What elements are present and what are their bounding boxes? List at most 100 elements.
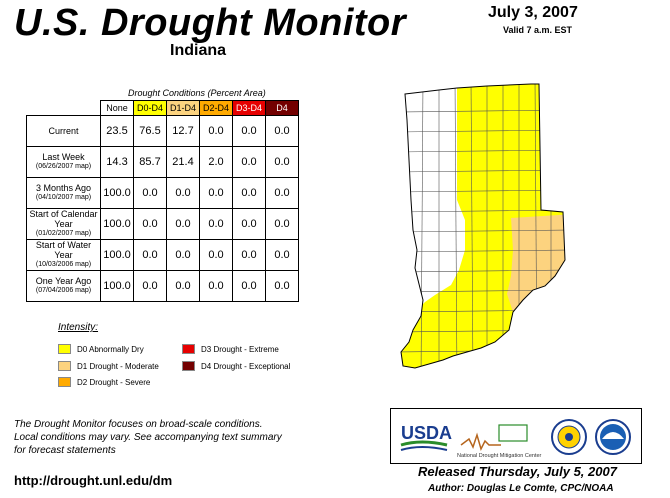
table-cell: 0.0: [265, 177, 299, 209]
table-row: Current 23.5 76.5 12.7 0.0 0.0 0.0: [26, 115, 299, 147]
table-cell: 0.0: [265, 115, 299, 147]
table-cell: 0.0: [166, 208, 200, 240]
note-line: Local conditions may vary. See accompany…: [14, 432, 282, 443]
table-cell: 85.7: [133, 146, 167, 178]
table-cell: 0.0: [166, 239, 200, 271]
table-cell: 0.0: [199, 177, 233, 209]
row-label-text: Start of Water Year: [35, 240, 92, 260]
col-header-d0-d4: D0-D4: [133, 100, 167, 116]
table-cell: 100.0: [100, 239, 134, 271]
table-row: Last Week (06/26/2007 map) 14.3 85.7 21.4…: [26, 146, 299, 178]
table-cell: 0.0: [232, 270, 266, 302]
author-credit: Author: Douglas Le Comte, CPC/NOAA: [428, 483, 614, 494]
drought-url-link[interactable]: http://drought.unl.edu/dm: [14, 473, 173, 488]
valid-time: Valid 7 a.m. EST: [503, 25, 573, 35]
table-cell: 100.0: [100, 177, 134, 209]
row-label: Last Week (06/26/2007 map): [26, 146, 101, 178]
table-cell: 12.7: [166, 115, 200, 147]
legend-item-d2: D2 Drought - Severe: [58, 377, 150, 387]
legend-item-d0: D0 Abnormally Dry: [58, 344, 144, 354]
indiana-drought-map: [400, 83, 566, 369]
row-label: Current: [26, 115, 101, 147]
table-cell: 0.0: [133, 177, 167, 209]
legend-swatch: [58, 361, 71, 371]
table-cell: 100.0: [100, 208, 134, 240]
legend-item-d3: D3 Drought - Extreme: [182, 344, 279, 354]
table-row: One Year Ago (07/04/2006 map) 100.0 0.0 0…: [26, 270, 299, 302]
row-label-text: Current: [48, 126, 79, 136]
table-cell: 0.0: [199, 239, 233, 271]
row-label-sub: (10/03/2006 map): [35, 261, 92, 268]
table-cell: 0.0: [265, 270, 299, 302]
table-caption: Drought Conditions (Percent Area): [128, 88, 266, 98]
table-cell: 0.0: [166, 270, 200, 302]
row-label: Start of Calendar Year (01/02/2007 map): [26, 208, 101, 240]
table-cell: 0.0: [133, 270, 167, 302]
table-cell: 2.0: [199, 146, 233, 178]
col-header-d2-d4: D2-D4: [199, 100, 233, 116]
table-cell: 0.0: [232, 208, 266, 240]
table-header-row: None D0-D4 D1-D4 D2-D4 D3-D4 D4: [27, 100, 299, 116]
disclaimer-note: The Drought Monitor focuses on broad-sca…: [14, 418, 334, 457]
table-cell: 0.0: [199, 115, 233, 147]
main-title: U.S. Drought Monitor: [14, 2, 407, 44]
col-header-d4: D4: [265, 100, 299, 116]
table-corner: [27, 101, 101, 116]
legend-heading: Intensity:: [58, 322, 99, 333]
row-label: Start of Water Year (10/03/2006 map): [26, 239, 101, 271]
col-header-none: None: [100, 100, 134, 116]
legend-swatch: [182, 361, 195, 371]
table-cell: 76.5: [133, 115, 167, 147]
legend-item-d1: D1 Drought - Moderate: [58, 361, 159, 371]
legend-label: D4 Drought - Exceptional: [201, 361, 291, 371]
row-label-text: One Year Ago: [35, 276, 92, 286]
note-line: The Drought Monitor focuses on broad-sca…: [14, 419, 263, 430]
legend-swatch: [58, 377, 71, 387]
row-label-sub: (01/02/2007 map): [35, 230, 92, 237]
state-name: Indiana: [170, 42, 227, 59]
table-cell: 100.0: [100, 270, 134, 302]
state-outline: [400, 83, 566, 369]
legend-swatch: [58, 344, 71, 354]
legend-item-d4: D4 Drought - Exceptional: [182, 361, 290, 371]
table-row: Start of Water Year (10/03/2006 map) 100.…: [26, 239, 299, 271]
svg-text:USDA: USDA: [401, 423, 452, 443]
col-header-d1-d4: D1-D4: [166, 100, 200, 116]
table-cell: 23.5: [100, 115, 134, 147]
table-cell: 21.4: [166, 146, 200, 178]
legend-swatch: [182, 344, 195, 354]
svg-text:National Drought Mitigation Ce: National Drought Mitigation Center: [457, 453, 542, 459]
table-row: Start of Calendar Year (01/02/2007 map) 1…: [26, 208, 299, 240]
table-cell: 0.0: [199, 270, 233, 302]
row-label-sub: (07/04/2006 map): [35, 287, 92, 294]
legend-label: D1 Drought - Moderate: [77, 361, 159, 371]
row-label: 3 Months Ago (04/10/2007 map): [26, 177, 101, 209]
table-cell: 0.0: [265, 208, 299, 240]
noaa-logo: [595, 419, 631, 455]
usda-logo: USDA: [400, 423, 452, 451]
row-label-sub: (04/10/2007 map): [35, 194, 92, 201]
legend-label: D2 Drought - Severe: [77, 377, 151, 387]
agency-logos: USDA National Drought Mitigation Center: [390, 408, 642, 464]
table-cell: 0.0: [232, 146, 266, 178]
table-cell: 0.0: [265, 239, 299, 271]
table-cell: 0.0: [133, 208, 167, 240]
row-label-text: 3 Months Ago: [35, 183, 92, 193]
table-cell: 0.0: [232, 115, 266, 147]
commerce-seal-logo: [551, 419, 587, 455]
drought-conditions-table: None D0-D4 D1-D4 D2-D4 D3-D4 D4 Current …: [26, 100, 299, 302]
table-cell: 14.3: [100, 146, 134, 178]
map-date: July 3, 2007: [488, 4, 578, 21]
col-header-d3-d4: D3-D4: [232, 100, 266, 116]
ndmc-logo: National Drought Mitigation Center: [457, 424, 542, 459]
row-label: One Year Ago (07/04/2006 map): [26, 270, 101, 302]
row-label-text: Start of Calendar Year: [29, 209, 98, 229]
table-row: 3 Months Ago (04/10/2007 map) 100.0 0.0 0…: [26, 177, 299, 209]
note-line: for forecast statements: [14, 445, 116, 456]
release-date: Released Thursday, July 5, 2007: [418, 464, 617, 479]
legend-label: D0 Abnormally Dry: [77, 344, 144, 354]
table-cell: 0.0: [133, 239, 167, 271]
table-cell: 0.0: [265, 146, 299, 178]
table-cell: 0.0: [232, 239, 266, 271]
table-cell: 0.0: [232, 177, 266, 209]
